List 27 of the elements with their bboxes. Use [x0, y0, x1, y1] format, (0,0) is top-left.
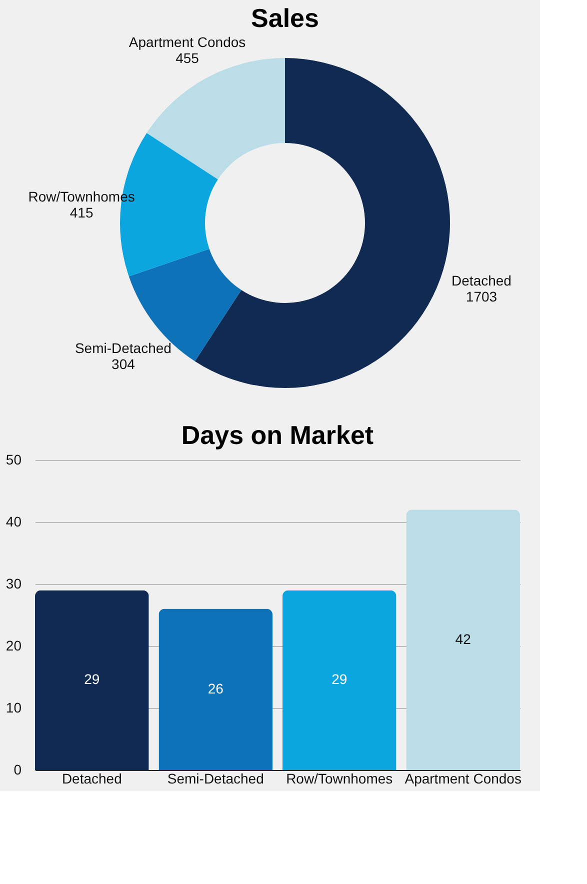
data-label: 415: [70, 204, 94, 221]
data-label: 26: [208, 680, 224, 696]
y-tick-label: 40: [6, 514, 22, 530]
data-label: 1703: [466, 288, 498, 304]
x-tick-label: Detached: [62, 770, 122, 786]
y-tick-label: 0: [14, 762, 22, 778]
x-tick-label: Semi-Detached: [167, 770, 264, 786]
data-label: 455: [176, 50, 200, 66]
x-tick-label: Apartment Condos: [404, 770, 522, 786]
data-label: 42: [455, 630, 472, 647]
chart-title: Sales: [251, 2, 319, 33]
x-tick-label: Row/Townhomes: [286, 770, 393, 786]
slice-label: Apartment Condos: [128, 34, 246, 50]
bar: [158, 608, 273, 770]
chart-title: Days on Market: [181, 420, 374, 450]
bar: [35, 590, 149, 770]
slice-label: Semi-Detached: [74, 340, 172, 356]
y-tick-label: 50: [6, 452, 22, 468]
bar: [406, 510, 520, 770]
data-label: 29: [332, 671, 348, 688]
slice-label: Detached: [452, 272, 512, 288]
data-label: 304: [112, 356, 136, 372]
bar: [282, 590, 396, 770]
y-tick-label: 10: [6, 700, 22, 716]
data-label: 29: [84, 671, 100, 688]
y-tick-label: 20: [6, 638, 22, 654]
y-tick-label: 30: [6, 576, 22, 592]
